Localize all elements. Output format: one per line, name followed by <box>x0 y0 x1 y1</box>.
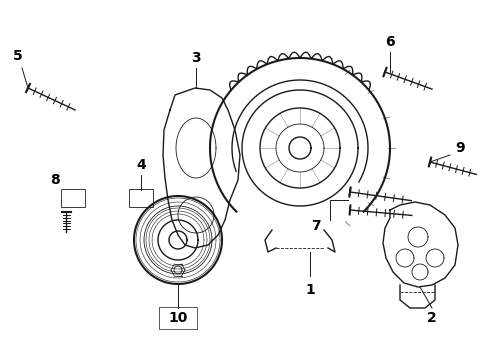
Text: 10: 10 <box>168 311 188 325</box>
Text: 8: 8 <box>50 173 60 187</box>
Text: 2: 2 <box>427 311 437 325</box>
Text: 1: 1 <box>305 283 315 297</box>
Text: 5: 5 <box>13 49 23 63</box>
Text: 4: 4 <box>136 158 146 172</box>
Text: 6: 6 <box>385 35 395 49</box>
Text: 7: 7 <box>311 219 321 233</box>
Text: 9: 9 <box>455 141 465 155</box>
Text: 3: 3 <box>191 51 201 65</box>
